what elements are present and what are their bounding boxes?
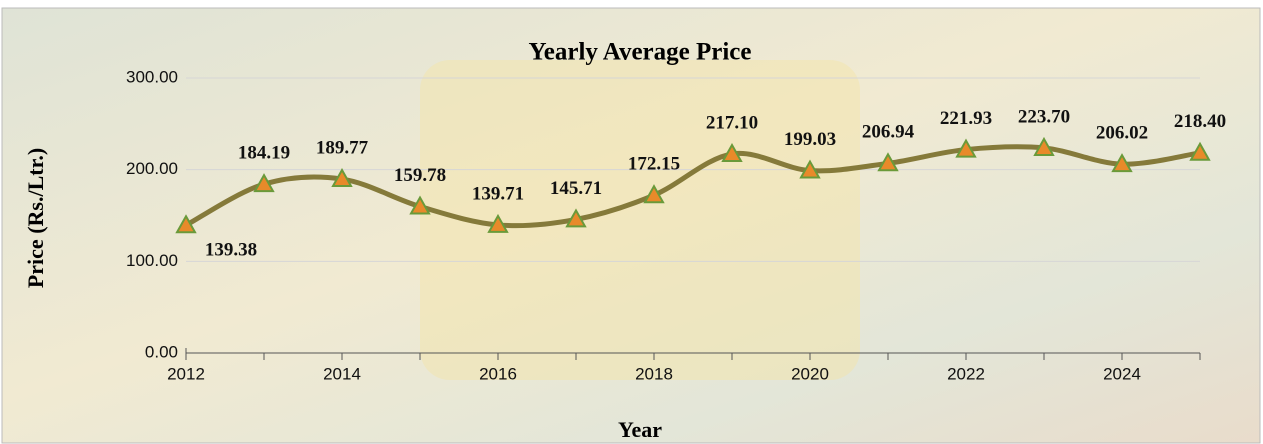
- data-marker: [799, 159, 821, 179]
- data-marker: [1111, 153, 1133, 173]
- y-axis-title: Price (Rs./Ltr.): [23, 148, 48, 288]
- data-label: 139.38: [205, 240, 257, 261]
- data-marker: [721, 142, 743, 162]
- background-bottle: [420, 60, 860, 380]
- x-axis-title: Year: [618, 417, 662, 442]
- x-tick-label: 2022: [947, 364, 985, 383]
- data-label: 206.02: [1096, 123, 1148, 144]
- x-tick-label: 2016: [479, 364, 517, 383]
- data-label: 206.94: [862, 122, 915, 143]
- y-tick-label: 100.00: [126, 251, 178, 270]
- data-marker: [253, 173, 275, 193]
- x-tick-label: 2018: [635, 364, 673, 383]
- data-label: 139.71: [472, 183, 524, 204]
- data-label: 172.15: [628, 154, 680, 175]
- data-marker: [643, 184, 665, 204]
- data-label: 184.19: [238, 143, 290, 164]
- data-label: 159.78: [394, 165, 446, 186]
- data-marker: [409, 195, 431, 215]
- x-tick-label: 2020: [791, 364, 829, 383]
- data-marker: [565, 208, 587, 228]
- chart-title: Yearly Average Price: [528, 39, 751, 66]
- x-tick-label: 2012: [167, 364, 205, 383]
- y-tick-label: 300.00: [126, 67, 178, 86]
- data-label: 223.70: [1018, 106, 1070, 127]
- data-label: 221.93: [940, 108, 992, 129]
- data-marker: [175, 214, 197, 234]
- x-tick-label: 2024: [1103, 364, 1141, 383]
- data-marker: [1033, 136, 1055, 156]
- data-label: 218.40: [1174, 111, 1226, 132]
- y-tick-label: 200.00: [126, 159, 178, 178]
- data-label: 217.10: [706, 112, 758, 133]
- y-tick-label: 0.00: [145, 342, 178, 361]
- data-label: 189.77: [316, 137, 369, 158]
- x-tick-label: 2014: [323, 364, 361, 383]
- data-label: 199.03: [784, 129, 836, 150]
- chart-background: [1, 7, 1261, 444]
- data-marker: [877, 152, 899, 172]
- data-label: 145.71: [550, 178, 602, 199]
- data-marker: [1189, 141, 1211, 161]
- data-marker: [487, 213, 509, 233]
- data-marker: [331, 168, 353, 188]
- data-marker: [955, 138, 977, 158]
